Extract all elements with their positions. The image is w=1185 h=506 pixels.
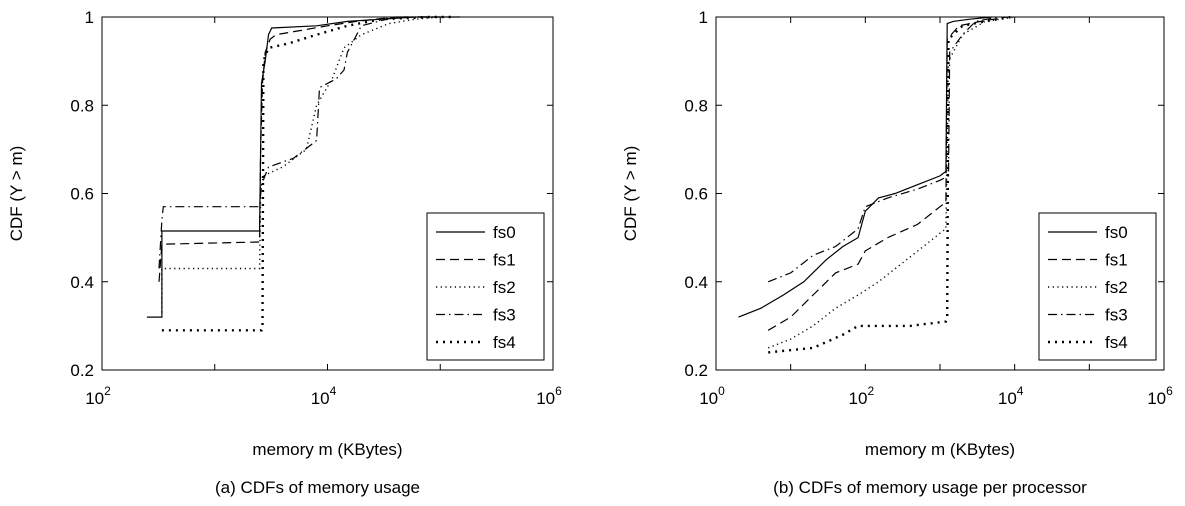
series-line-fs2: [767, 16, 1015, 349]
x-tick-base: 10: [536, 389, 555, 408]
x-tick-base: 10: [849, 389, 868, 408]
y-tick-label: 1: [699, 8, 708, 27]
y-tick-label: 0.4: [684, 273, 708, 292]
series-line-fs3: [158, 16, 430, 269]
chart-caption: (a) CDFs of memory usage: [215, 478, 420, 497]
legend-entry-fs2: fs2: [1105, 278, 1128, 297]
x-tick-base: 10: [998, 389, 1017, 408]
legend-entry-fs3: fs3: [493, 306, 516, 325]
y-tick-label: 0.4: [70, 273, 94, 292]
y-tick-label: 0.6: [70, 185, 94, 204]
y-tick-label: 0.2: [684, 361, 708, 380]
legend-box: [426, 212, 545, 361]
x-tick-exponent: 2: [867, 384, 874, 398]
y-tick-label: 0.6: [684, 185, 708, 204]
x-tick-label: 102: [849, 384, 875, 408]
series-line-fs1: [158, 16, 441, 282]
series-line-fs4: [768, 15, 1012, 354]
x-tick-exponent: 4: [330, 384, 337, 398]
legend-entry-fs4: fs4: [1105, 333, 1128, 352]
series-line-fs4: [161, 15, 454, 332]
legend: fs0 fs1 fs2 fs3 fs4: [426, 212, 545, 361]
legend-entry-fs4: fs4: [493, 333, 516, 352]
series-line-fs3: [767, 16, 999, 283]
legend: fs0 fs1 fs2 fs3 fs4: [1038, 212, 1157, 361]
x-tick-label: 100: [699, 384, 725, 408]
chart-caption: (b) CDFs of memory usage per processor: [773, 478, 1087, 497]
y-tick-label: 1: [85, 8, 94, 27]
x-tick-base: 10: [85, 389, 104, 408]
x-tick-base: 10: [699, 389, 718, 408]
series-line-fs0: [738, 16, 993, 318]
x-tick-label: 106: [1147, 384, 1173, 408]
legend-entry-fs1: fs1: [493, 251, 516, 270]
legend-box: [1038, 212, 1157, 361]
y-axis-label: CDF (Y > m): [7, 146, 26, 242]
x-tick-exponent: 0: [718, 384, 725, 398]
y-tick-label: 0.8: [70, 96, 94, 115]
y-tick-label: 0.2: [70, 361, 94, 380]
x-tick-base: 10: [311, 389, 330, 408]
x-tick-label: 102: [85, 384, 111, 408]
legend-entry-fs3: fs3: [1105, 306, 1128, 325]
x-axis-label: memory m (KBytes): [252, 440, 402, 459]
series-line-fs1: [767, 16, 1008, 331]
x-tick-base: 10: [1147, 389, 1166, 408]
x-tick-label: 104: [311, 384, 337, 408]
x-tick-exponent: 6: [1166, 384, 1173, 398]
x-tick-label: 106: [536, 384, 562, 408]
legend-entry-fs0: fs0: [493, 223, 516, 242]
legend-entry-fs1: fs1: [1105, 251, 1128, 270]
x-tick-exponent: 4: [1017, 384, 1024, 398]
x-tick-label: 104: [998, 384, 1024, 408]
series-line-fs2: [161, 16, 441, 313]
x-axis-label: memory m (KBytes): [865, 440, 1015, 459]
x-tick-exponent: 6: [555, 384, 562, 398]
legend-entry-fs2: fs2: [493, 278, 516, 297]
x-tick-exponent: 2: [104, 384, 111, 398]
series-line-fs0: [146, 16, 461, 318]
legend-entry-fs0: fs0: [1105, 223, 1128, 242]
y-axis-label: CDF (Y > m): [621, 146, 640, 242]
y-tick-label: 0.8: [684, 96, 708, 115]
